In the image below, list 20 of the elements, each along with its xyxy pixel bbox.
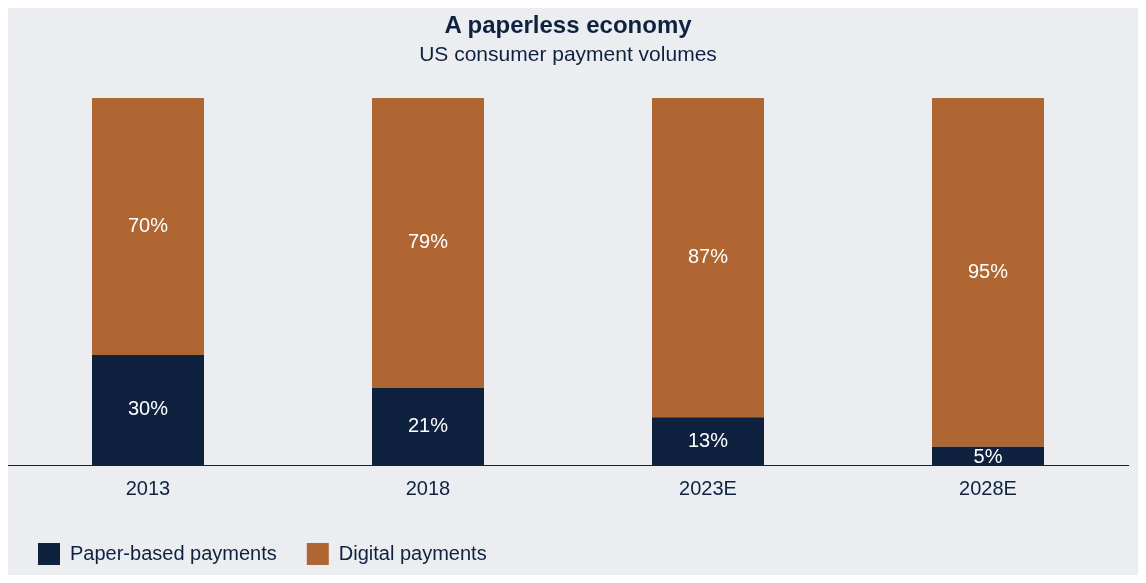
legend-label: Digital payments	[338, 541, 487, 564]
chart-subtitle: US consumer payment volumes	[419, 42, 717, 66]
bar	[932, 98, 1044, 447]
legend-label: Paper-based payments	[70, 541, 277, 564]
data-label: 79%	[407, 230, 449, 253]
data-label: 70%	[127, 213, 169, 236]
x-tick-label: 2013	[125, 476, 171, 499]
x-tick-label: 2028E	[959, 476, 1017, 499]
chart-title: A paperless economy	[444, 11, 693, 39]
data-label: 13%	[687, 428, 729, 451]
data-label: 87%	[687, 245, 729, 268]
bar	[92, 98, 204, 355]
data-label: 95%	[967, 259, 1009, 282]
bar	[652, 98, 764, 418]
x-tick-label: 2018	[405, 476, 451, 499]
data-label: 5%	[973, 445, 1003, 468]
data-label: 21%	[407, 413, 449, 436]
data-label: 30%	[127, 397, 169, 420]
x-tick-label: 2023E	[679, 476, 737, 499]
bar	[372, 98, 484, 388]
